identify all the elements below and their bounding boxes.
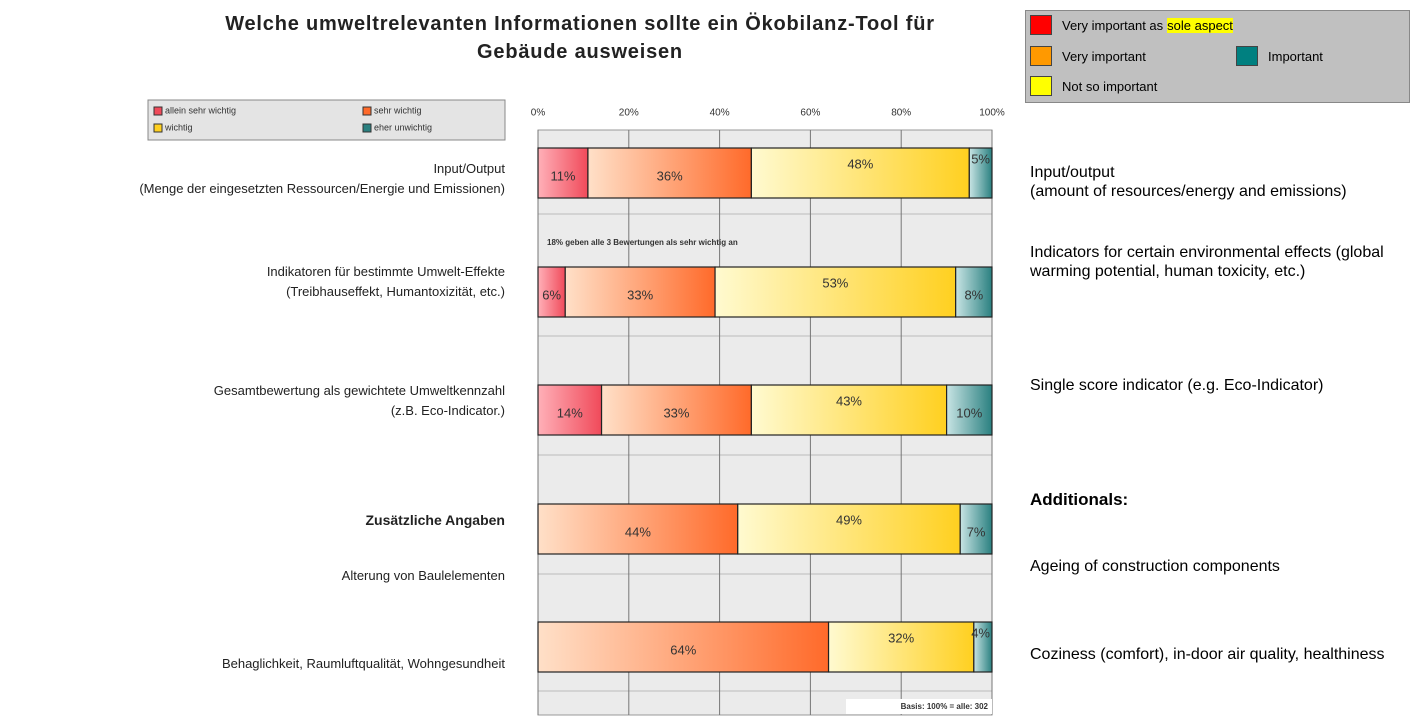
bar-segment	[827, 621, 975, 673]
value-label: 14%	[557, 405, 583, 420]
annotation-box	[846, 699, 992, 714]
x-tick-label: 60%	[800, 108, 820, 119]
category-label: Alterung von Baulelementen	[341, 568, 505, 583]
bar-segment	[537, 621, 830, 673]
x-tick-label: 20%	[619, 108, 639, 119]
group-label: Zusätzliche Angaben	[365, 512, 505, 528]
legend-swatch	[362, 123, 372, 133]
group-label-en: Additionals:	[1030, 490, 1129, 509]
legend-label: sehr wichtig	[374, 105, 422, 115]
bar-segment	[537, 266, 566, 318]
bar-segment	[973, 621, 993, 673]
legend-label: eher unwichtig	[374, 122, 432, 132]
legend-swatch	[1030, 15, 1052, 35]
bar-segment	[737, 503, 961, 555]
value-label: 48%	[847, 156, 873, 171]
legend-swatch	[153, 106, 163, 116]
legend-de	[147, 99, 506, 141]
annotation: Basis: 100% = alle: 302	[901, 702, 989, 711]
bar-segment	[968, 147, 993, 199]
legend-entry: Very important	[1030, 46, 1146, 66]
legend-label: wichtig	[164, 122, 193, 132]
value-label: 6%	[542, 287, 561, 302]
category-label: Input/Output (Menge der eingesetzten Res…	[139, 161, 505, 196]
value-label: 53%	[822, 275, 848, 290]
bar-segment	[959, 503, 993, 555]
value-label: 49%	[836, 512, 862, 527]
value-label: 33%	[663, 405, 689, 420]
legend-swatch	[1236, 46, 1258, 66]
chart-title: Welche umweltrelevanten Informationen so…	[225, 13, 935, 63]
category-label-en: Single score indicator (e.g. Eco-Indicat…	[1030, 377, 1324, 394]
value-label: 32%	[888, 630, 914, 645]
legend-entry: Important	[1236, 46, 1323, 66]
legend-label: Very important	[1062, 48, 1146, 64]
legend-entry: Very important as sole aspect	[1030, 15, 1233, 35]
bar-segment	[750, 384, 948, 436]
x-tick-label: 0%	[531, 108, 546, 119]
category-label: Indikatoren für bestimmte Umwelt-Effekte…	[266, 264, 505, 299]
x-tick-label: 40%	[710, 108, 730, 119]
category-label-en: Coziness (comfort), in-door air quality,…	[1030, 646, 1385, 663]
bar-segment	[714, 266, 957, 318]
value-label: 44%	[625, 524, 651, 539]
legend-label: Very important as	[1062, 17, 1164, 33]
legend-entry: Not so important	[1030, 76, 1157, 96]
value-label: 7%	[967, 524, 986, 539]
legend-swatch	[153, 123, 163, 133]
category-label: Behaglichkeit, Raumluftqualität, Wohnges…	[221, 656, 505, 671]
legend-swatch	[1030, 76, 1052, 96]
value-label: 11%	[550, 168, 575, 183]
legend-en: Very important as sole aspect Very importa…	[1025, 10, 1410, 103]
category-label-en: Input/output (amount of resources/energy…	[1030, 164, 1347, 200]
category-label-en: Ageing of construction components	[1030, 558, 1280, 575]
category-label-en: Indicators for certain environmental eff…	[1030, 244, 1384, 280]
value-label: 36%	[657, 168, 683, 183]
bar-segment	[587, 147, 752, 199]
legend-highlight: sole aspect	[1167, 17, 1233, 33]
bar-segment	[564, 266, 716, 318]
value-label: 33%	[627, 287, 653, 302]
bar-segment	[537, 384, 603, 436]
legend-label: Important	[1268, 48, 1323, 64]
value-label: 43%	[836, 393, 862, 408]
value-label: 4%	[971, 625, 990, 640]
bar-segment	[600, 384, 752, 436]
legend-swatch	[1030, 46, 1052, 66]
x-tick-label: 80%	[891, 108, 911, 119]
annotation: 18% geben alle 3 Bewertungen als sehr wi…	[547, 238, 738, 247]
value-label: 8%	[964, 287, 983, 302]
value-label: 64%	[670, 642, 696, 657]
category-label: Gesamtbewertung als gewichtete Umweltken…	[213, 383, 505, 418]
value-label: 10%	[956, 405, 982, 420]
bar-segment	[750, 147, 970, 199]
value-label: 5%	[971, 151, 990, 166]
legend-label: allein sehr wichtig	[165, 105, 236, 115]
x-tick-label: 100%	[979, 108, 1005, 119]
legend-swatch	[362, 106, 372, 116]
bar-segment	[955, 266, 993, 318]
legend-label: Not so important	[1062, 78, 1158, 94]
bar-segment	[537, 503, 739, 555]
bar-segment	[945, 384, 993, 436]
